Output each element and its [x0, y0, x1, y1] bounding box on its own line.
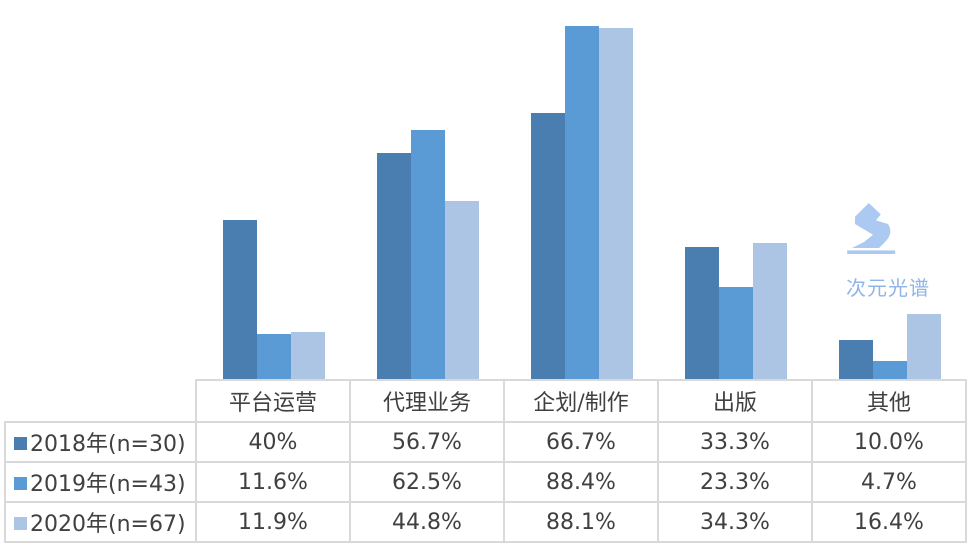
table-corner [5, 380, 197, 423]
series-name: 2020年(n=67) [30, 512, 186, 537]
series-name: 2019年(n=43) [30, 472, 186, 497]
bar-1-2 [377, 153, 411, 380]
data-label: 40% [195, 421, 351, 463]
bar-1-3 [531, 113, 565, 380]
legend-entry: 2020年(n=67) [4, 501, 197, 543]
bar-plot-area [223, 26, 941, 380]
legend-swatch [14, 477, 27, 490]
data-label: 66.7% [503, 421, 659, 463]
bar-1-5 [839, 340, 873, 380]
data-label: 4.7% [811, 461, 967, 503]
legend-swatch [14, 517, 27, 530]
category-label: 平台运营 [195, 379, 351, 423]
bar-2-2 [411, 130, 445, 380]
data-label: 33.3% [657, 421, 813, 463]
bar-1-4 [685, 246, 719, 380]
table-row: 2019年(n=43) 11.6% 62.5% 88.4% 23.3% 4.7% [4, 461, 967, 503]
data-label: 10.0% [811, 421, 967, 463]
data-label: 56.7% [349, 421, 505, 463]
legend-swatch [14, 437, 27, 450]
bar-2-1 [257, 333, 291, 380]
data-label: 62.5% [349, 461, 505, 503]
data-label: 88.1% [503, 501, 659, 543]
data-label: 16.4% [811, 501, 967, 543]
bar-3-1 [291, 332, 325, 380]
legend-entry: 2019年(n=43) [4, 461, 197, 503]
bar-3-4 [753, 242, 787, 380]
table-row: 2020年(n=67) 11.9% 44.8% 88.1% 34.3% 16.4% [4, 501, 967, 543]
data-label: 34.3% [657, 501, 813, 543]
bar-1-1 [223, 220, 257, 380]
watermark-text: 次元光谱 [846, 276, 930, 300]
bar-3-2 [445, 200, 479, 380]
bar-2-3 [565, 26, 599, 380]
bar-2-5 [873, 361, 907, 380]
data-table: 平台运营 代理业务 企划/制作 出版 其他 2018年(n=30) 40% 56.7% 66.7… [4, 379, 967, 543]
data-label: 44.8% [349, 501, 505, 543]
category-label: 代理业务 [349, 379, 505, 423]
legend-entry: 2018年(n=30) [4, 421, 197, 463]
series-name: 2018年(n=30) [30, 432, 186, 457]
data-label: 11.9% [195, 501, 351, 543]
category-label: 企划/制作 [503, 379, 659, 423]
category-label: 出版 [657, 379, 813, 423]
data-label: 88.4% [503, 461, 659, 503]
bar-2-4 [719, 286, 753, 380]
bar-3-3 [599, 27, 633, 380]
category-label: 其他 [811, 379, 967, 423]
table-row: 2018年(n=30) 40% 56.7% 66.7% 33.3% 10.0% [4, 421, 967, 463]
data-label: 23.3% [657, 461, 813, 503]
bar-3-5 [907, 314, 941, 380]
data-label: 11.6% [195, 461, 351, 503]
